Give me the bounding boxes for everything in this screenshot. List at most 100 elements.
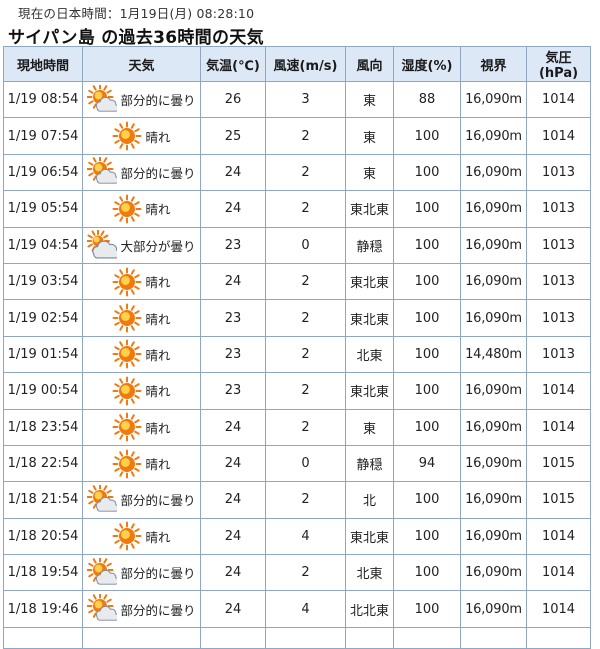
cell-local-time: 1/19 03:54 bbox=[3, 262, 83, 301]
sunny-icon bbox=[112, 449, 142, 479]
cell-wind-direction: 北東 bbox=[345, 554, 394, 592]
sunny-icon bbox=[112, 412, 142, 442]
cell-pressure: 1014 bbox=[526, 554, 591, 592]
cell-wind-speed: 2 bbox=[265, 299, 346, 337]
cell-wind-direction: 東北東 bbox=[345, 262, 394, 301]
cell-pressure: 1014 bbox=[526, 408, 591, 446]
weather-condition-label: 部分的に曇り bbox=[120, 602, 196, 618]
cell-humidity: 100 bbox=[393, 299, 461, 337]
table-cell bbox=[265, 626, 346, 649]
cell-local-time: 1/19 06:54 bbox=[3, 153, 83, 192]
cell-local-time: 1/19 01:54 bbox=[3, 335, 83, 374]
sunny-icon bbox=[112, 194, 142, 224]
cell-local-time: 1/18 21:54 bbox=[3, 481, 83, 519]
header-local-time: 現地時間 bbox=[3, 46, 83, 82]
cell-local-time: 1/19 02:54 bbox=[3, 299, 83, 337]
cell-pressure: 1014 bbox=[526, 80, 591, 119]
cell-wind-speed: 2 bbox=[265, 408, 346, 446]
cell-visibility: 16,090m bbox=[460, 80, 527, 119]
table-cell bbox=[526, 626, 591, 649]
cell-wind-direction: 東 bbox=[345, 117, 394, 155]
header-humidity: 湿度(%) bbox=[393, 46, 461, 82]
cell-visibility: 16,090m bbox=[460, 117, 527, 155]
table-cell bbox=[460, 626, 527, 649]
table-cell bbox=[200, 626, 266, 649]
cell-weather: 晴れ bbox=[82, 408, 201, 446]
cell-wind-direction: 北東 bbox=[345, 335, 394, 374]
table-header-row: 現地時間 天気 気温(℃) 風速(m/s) 風向 湿度(%) 視界 気圧(hPa… bbox=[3, 46, 591, 82]
sunny-icon bbox=[112, 267, 142, 297]
table-row: 1/19 02:54 晴れ 23 2 東北東 100 16,090m 1013 bbox=[3, 299, 591, 337]
weather-condition-label: 晴れ bbox=[145, 347, 171, 363]
cell-weather: 晴れ bbox=[82, 117, 201, 155]
cell-wind-direction: 北 bbox=[345, 481, 394, 519]
cell-wind-direction: 東 bbox=[345, 80, 394, 119]
partly-cloudy-icon bbox=[86, 83, 120, 115]
cell-weather: 部分的に曇り bbox=[82, 590, 201, 628]
cell-wind-speed: 2 bbox=[265, 554, 346, 592]
cell-temperature: 24 bbox=[200, 481, 266, 519]
cell-weather: 晴れ bbox=[82, 444, 201, 483]
cell-temperature: 26 bbox=[200, 80, 266, 119]
weather-condition-label: 晴れ bbox=[145, 420, 171, 436]
cell-pressure: 1014 bbox=[526, 590, 591, 628]
table-row: 1/18 19:46 部分的に曇り 24 4 北北東 100 16,090m 1014 bbox=[3, 590, 591, 628]
weather-condition-label: 部分的に曇り bbox=[120, 493, 196, 509]
cell-pressure: 1015 bbox=[526, 444, 591, 483]
table-row: 1/19 08:54 部分的に曇り 26 3 東 88 16,090m 1014 bbox=[3, 80, 591, 119]
table-row: 1/18 19:54 部分的に曇り 24 2 北東 100 16,090m 1014 bbox=[3, 554, 591, 592]
weather-condition-label: 晴れ bbox=[145, 275, 171, 291]
cell-humidity: 100 bbox=[393, 554, 461, 592]
cell-humidity: 100 bbox=[393, 408, 461, 446]
cell-visibility: 16,090m bbox=[460, 590, 527, 628]
header-visibility: 視界 bbox=[460, 46, 527, 82]
cell-weather: 部分的に曇り bbox=[82, 554, 201, 592]
partly-cloudy-icon bbox=[86, 155, 120, 187]
weather-condition-label: 晴れ bbox=[145, 457, 171, 473]
cell-humidity: 100 bbox=[393, 335, 461, 374]
cell-local-time: 1/19 00:54 bbox=[3, 372, 83, 410]
table-cell bbox=[393, 626, 461, 649]
header-pressure: 気圧(hPa) bbox=[526, 46, 591, 82]
table-row: 1/19 06:54 部分的に曇り 24 2 東 100 16,090m 1013 bbox=[3, 153, 591, 192]
table-row: 1/19 01:54 晴れ 23 2 北東 100 14,480m 1013 bbox=[3, 335, 591, 374]
cell-pressure: 1013 bbox=[526, 226, 591, 264]
cell-pressure: 1013 bbox=[526, 190, 591, 228]
cell-weather: 晴れ bbox=[82, 190, 201, 228]
cell-temperature: 24 bbox=[200, 190, 266, 228]
cell-pressure: 1013 bbox=[526, 262, 591, 301]
cell-pressure: 1014 bbox=[526, 117, 591, 155]
cell-temperature: 23 bbox=[200, 299, 266, 337]
cell-local-time: 1/19 08:54 bbox=[3, 80, 83, 119]
cell-wind-speed: 2 bbox=[265, 117, 346, 155]
cell-temperature: 24 bbox=[200, 554, 266, 592]
cell-temperature: 23 bbox=[200, 372, 266, 410]
cell-wind-direction: 東北東 bbox=[345, 372, 394, 410]
weather-condition-label: 晴れ bbox=[145, 384, 171, 400]
cell-weather: 晴れ bbox=[82, 372, 201, 410]
sunny-icon bbox=[112, 521, 142, 551]
cell-wind-direction: 静穏 bbox=[345, 226, 394, 264]
cell-humidity: 100 bbox=[393, 190, 461, 228]
sunny-icon bbox=[112, 121, 142, 151]
cell-visibility: 16,090m bbox=[460, 554, 527, 592]
cell-temperature: 24 bbox=[200, 590, 266, 628]
cell-weather: 部分的に曇り bbox=[82, 153, 201, 192]
cell-weather: 部分的に曇り bbox=[82, 481, 201, 519]
cell-humidity: 100 bbox=[393, 117, 461, 155]
cell-local-time: 1/19 04:54 bbox=[3, 226, 83, 264]
partly-cloudy-icon bbox=[86, 592, 120, 624]
page-title: サイパン島 の過去36時間の天気 bbox=[8, 28, 264, 48]
table-row: 1/19 05:54 晴れ 24 2 東北東 100 16,090m 1013 bbox=[3, 190, 591, 228]
cell-humidity: 100 bbox=[393, 590, 461, 628]
cell-humidity: 94 bbox=[393, 444, 461, 483]
cell-visibility: 16,090m bbox=[460, 444, 527, 483]
table-row: 1/19 04:54 大部分が曇り 23 0 静穏 100 16,090m 1013 bbox=[3, 226, 591, 264]
cell-wind-speed: 2 bbox=[265, 335, 346, 374]
cell-local-time: 1/18 19:54 bbox=[3, 554, 83, 592]
cell-wind-direction: 東北東 bbox=[345, 517, 394, 556]
cell-weather: 晴れ bbox=[82, 335, 201, 374]
header-temperature: 気温(℃) bbox=[200, 46, 266, 82]
table-row: 1/19 00:54 晴れ 23 2 東北東 100 16,090m 1014 bbox=[3, 372, 591, 410]
cell-local-time: 1/19 05:54 bbox=[3, 190, 83, 228]
